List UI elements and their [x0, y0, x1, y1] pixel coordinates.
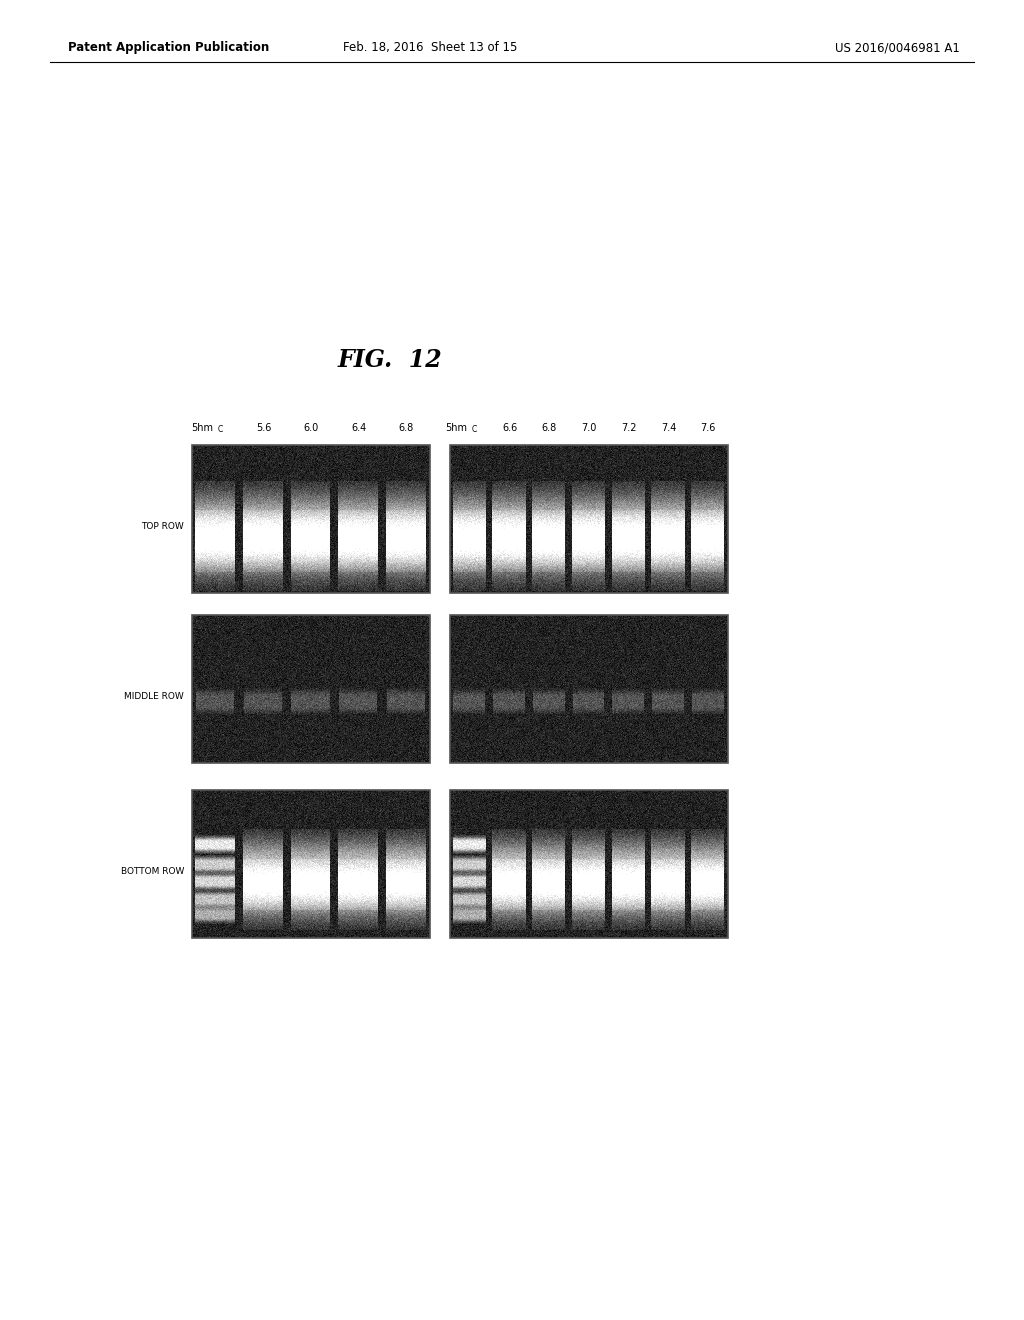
Text: 6.0: 6.0	[303, 422, 318, 433]
Text: Patent Application Publication: Patent Application Publication	[68, 41, 269, 54]
Text: BOTTOM ROW: BOTTOM ROW	[121, 867, 184, 876]
Text: 5.6: 5.6	[256, 422, 271, 433]
Bar	[450, 789, 728, 939]
Text: 5hm: 5hm	[190, 422, 213, 433]
Text: 6.8: 6.8	[398, 422, 414, 433]
Text: C: C	[218, 425, 223, 434]
Text: 5hm: 5hm	[444, 422, 467, 433]
Bar	[193, 445, 430, 593]
Text: 6.4: 6.4	[351, 422, 367, 433]
Bar	[193, 615, 430, 763]
Text: MIDDLE ROW: MIDDLE ROW	[124, 692, 184, 701]
Bar	[450, 445, 728, 593]
Text: 7.2: 7.2	[621, 422, 637, 433]
Text: US 2016/0046981 A1: US 2016/0046981 A1	[836, 41, 961, 54]
Text: 6.6: 6.6	[502, 422, 517, 433]
Text: 7.6: 7.6	[700, 422, 716, 433]
Text: TOP ROW: TOP ROW	[141, 521, 184, 531]
Text: Feb. 18, 2016  Sheet 13 of 15: Feb. 18, 2016 Sheet 13 of 15	[343, 41, 517, 54]
Text: 7.4: 7.4	[660, 422, 676, 433]
Text: FIG.  12: FIG. 12	[338, 348, 442, 372]
Text: C: C	[472, 425, 477, 434]
Text: 6.8: 6.8	[542, 422, 557, 433]
Text: 7.0: 7.0	[582, 422, 597, 433]
Bar	[450, 615, 728, 763]
Bar	[193, 789, 430, 939]
